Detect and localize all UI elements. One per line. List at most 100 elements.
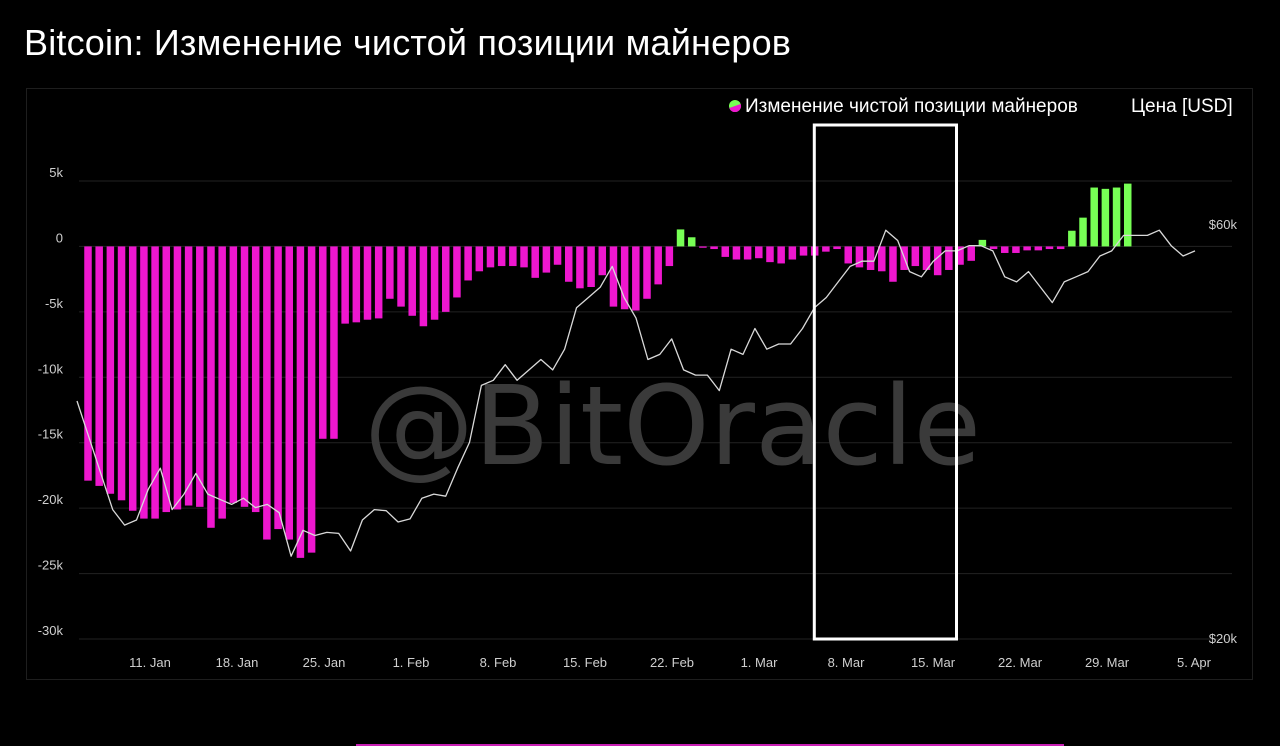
bar: [509, 246, 517, 267]
bar: [151, 246, 159, 519]
bar: [687, 237, 696, 247]
bar: [1123, 183, 1132, 247]
bar: [352, 246, 361, 323]
bar: [184, 246, 193, 506]
bar: [453, 246, 461, 298]
x-tick-label: 18. Jan: [216, 655, 259, 670]
legend-marker-half-icon: [729, 104, 742, 113]
bar: [218, 246, 226, 519]
x-tick-label: 11. Jan: [129, 655, 171, 670]
bar: [799, 246, 808, 256]
x-tick-label: 8. Feb: [480, 655, 517, 670]
bar: [553, 246, 562, 265]
y-tick-label: -5k: [45, 296, 64, 311]
bar: [497, 246, 506, 267]
y2-tick-label: $20k: [1209, 631, 1238, 646]
bar: [564, 246, 573, 282]
bar: [397, 246, 405, 307]
bar: [1012, 246, 1020, 253]
x-tick-label: 1. Mar: [741, 655, 779, 670]
x-tick-label: 5. Apr: [1177, 655, 1212, 670]
bar: [442, 246, 450, 312]
x-tick-label: 8. Mar: [828, 655, 866, 670]
bar: [609, 246, 618, 307]
bar: [710, 246, 718, 250]
bar: [1056, 246, 1065, 250]
bar: [542, 246, 551, 273]
bar: [978, 239, 987, 247]
bar: [933, 246, 942, 276]
bar: [274, 246, 282, 530]
bar: [844, 246, 852, 264]
bar: [408, 246, 416, 316]
bar: [486, 246, 495, 268]
bar: [162, 246, 171, 513]
chart-panel: @BitOracle 5k 0 -5k -10k -15k -20k -25k -30k $6…: [26, 88, 1253, 680]
bar: [374, 246, 383, 319]
bar: [240, 246, 249, 507]
y-tick-label: -30k: [38, 623, 64, 638]
y-tick-label: -20k: [38, 492, 64, 507]
bar: [363, 246, 372, 320]
bar: [1023, 246, 1031, 251]
legend-series-label: Изменение чистой позиции майнеров: [745, 96, 1078, 117]
y-axis-ticks: 5k 0 -5k -10k -15k -20k -25k -30k: [38, 165, 64, 638]
bar: [855, 246, 864, 268]
x-axis-ticks: 11. Jan 18. Jan 25. Jan 1. Feb 8. Feb 15. Feb…: [129, 655, 1211, 670]
bar: [251, 246, 260, 513]
bar: [755, 246, 763, 259]
bar: [464, 246, 472, 281]
bar: [430, 246, 439, 320]
bar: [1090, 187, 1098, 247]
bar: [319, 246, 327, 439]
bar: [128, 246, 137, 511]
bar: [587, 246, 595, 287]
bar: [263, 246, 271, 540]
x-tick-label: 22. Mar: [998, 655, 1043, 670]
bar: [911, 246, 920, 267]
bar: [196, 246, 204, 507]
x-tick-label: 1. Feb: [393, 655, 430, 670]
bar: [341, 246, 349, 324]
bar: [922, 246, 931, 270]
bar: [140, 246, 148, 519]
bar: [732, 246, 741, 260]
legend-price-label: Цена [USD]: [1131, 96, 1233, 117]
chart-title: Bitcoin: Изменение чистой позиции майнер…: [24, 22, 792, 63]
bar: [945, 246, 953, 270]
bar: [117, 246, 126, 501]
highlight-box: [812, 123, 958, 641]
x-tick-label: 29. Mar: [1085, 655, 1130, 670]
bar: [989, 246, 998, 250]
bar: [84, 246, 92, 481]
bar: [419, 246, 428, 327]
bar: [743, 246, 752, 260]
bar: [766, 246, 774, 263]
y-tick-label: 0: [56, 230, 63, 245]
bar: [207, 246, 215, 528]
watermark: @BitOracle: [364, 362, 981, 490]
bar: [1101, 188, 1110, 247]
bar: [676, 229, 685, 247]
bar: [654, 246, 662, 285]
y-tick-label: 5k: [49, 165, 63, 180]
x-tick-label: 15. Mar: [911, 655, 956, 670]
bar: [106, 246, 115, 494]
bar: [956, 246, 964, 265]
chart-svg: @BitOracle 5k 0 -5k -10k -15k -20k -25k -30k $6…: [38, 96, 1238, 670]
bar: [620, 246, 629, 310]
y2-tick-label: $60k: [1209, 217, 1238, 232]
bar: [665, 246, 674, 267]
bar: [330, 246, 338, 439]
gridlines: [79, 180, 1232, 640]
price-line: [76, 229, 1196, 557]
bar: [598, 246, 607, 276]
bar: [475, 246, 484, 272]
bar: [833, 246, 841, 250]
bar: [520, 246, 528, 268]
bar: [643, 246, 651, 299]
bar: [1034, 246, 1043, 251]
bar: [1079, 217, 1087, 247]
bar: [822, 246, 830, 252]
bar: [1112, 187, 1121, 247]
